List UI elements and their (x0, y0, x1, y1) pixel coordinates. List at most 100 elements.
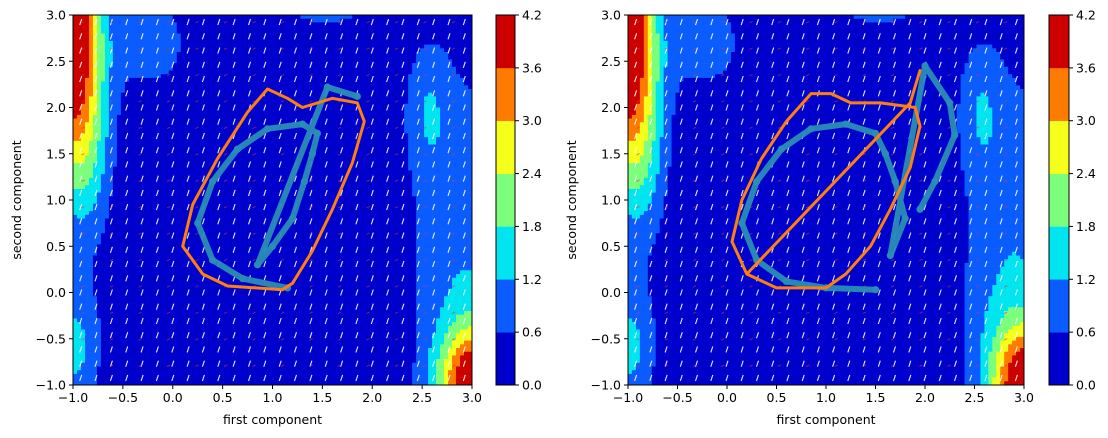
contour-cell (112, 333, 118, 338)
contour-cell (96, 296, 102, 301)
contour-cell (112, 292, 118, 297)
contour-cell (212, 18, 217, 23)
contour-cell (264, 166, 269, 171)
contour-cell (76, 255, 82, 260)
contour-cell (184, 159, 190, 164)
contour-cell (164, 74, 170, 79)
contour-cell (228, 22, 233, 27)
contour-cell (112, 44, 118, 49)
contour-cell (196, 373, 202, 378)
contour-cell (188, 181, 194, 186)
contour-cell (152, 107, 158, 112)
contour-cell (216, 373, 221, 378)
contour-cell (144, 66, 150, 71)
contour-cell (140, 311, 146, 316)
contour-cell (92, 140, 98, 145)
contour-cell (268, 37, 273, 42)
contour-cell (156, 285, 162, 290)
contour-cell (176, 144, 182, 149)
contour-cell (104, 318, 110, 323)
contour-cell (264, 40, 269, 45)
contour-cell (172, 151, 178, 156)
contour-cell (128, 48, 134, 53)
contour-cell (188, 159, 194, 164)
contour-cell (244, 192, 249, 197)
contour-cell (92, 244, 98, 249)
contour-cell (196, 233, 202, 238)
contour-cell (96, 144, 102, 149)
contour-cell (188, 277, 194, 282)
contour-cell (236, 163, 241, 168)
contour-cell (84, 18, 90, 23)
contour-cell (168, 163, 174, 168)
contour-cell (80, 299, 86, 304)
contour-cell (92, 66, 98, 71)
contour-cell (160, 318, 166, 323)
contour-cell (156, 22, 162, 27)
contour-cell (100, 85, 106, 90)
contour-cell (224, 33, 229, 38)
contour-cell (124, 296, 130, 301)
contour-cell (264, 366, 269, 371)
contour-cell (248, 248, 253, 253)
contour-cell (100, 366, 106, 371)
contour-cell (208, 203, 213, 208)
contour-cell (256, 26, 261, 31)
contour-cell (84, 351, 90, 356)
contour-cell (204, 218, 210, 223)
contour-cell (152, 373, 158, 378)
contour-cell (100, 26, 106, 31)
contour-cell (148, 59, 154, 64)
contour-cell (144, 196, 150, 201)
contour-cell (176, 29, 182, 34)
contour-cell (252, 200, 257, 205)
contour-cell (200, 26, 206, 31)
contour-cell (168, 166, 174, 171)
contour-cell (112, 192, 118, 197)
contour-cell (220, 196, 225, 201)
contour-cell (104, 200, 110, 205)
contour-cell (100, 77, 106, 82)
contour-cell (108, 44, 114, 49)
contour-cell (176, 177, 182, 182)
contour-cell (228, 44, 233, 49)
contour-cell (188, 137, 194, 142)
contour-cell (240, 126, 245, 131)
contour-cell (136, 107, 142, 112)
contour-cell (184, 200, 190, 205)
contour-cell (120, 325, 126, 330)
contour-cell (228, 225, 233, 230)
contour-cell (236, 155, 241, 160)
contour-cell (200, 325, 206, 330)
contour-cell (112, 200, 118, 205)
contour-cell (224, 288, 229, 293)
contour-cell (192, 15, 198, 20)
contour-cell (260, 237, 265, 242)
contour-cell (92, 218, 98, 223)
contour-cell (160, 307, 166, 312)
contour-cell (164, 15, 170, 20)
contour-cell (172, 214, 178, 219)
contour-cell (184, 148, 190, 153)
contour-cell (236, 59, 241, 64)
contour-cell (232, 370, 237, 375)
contour-cell (136, 344, 142, 349)
contour-cell (80, 174, 86, 179)
contour-cell (268, 200, 273, 205)
contour-cell (196, 163, 202, 168)
contour-cell (176, 55, 182, 60)
contour-cell (144, 255, 150, 260)
contour-cell (244, 233, 249, 238)
contour-cell (164, 170, 170, 175)
contour-cell (184, 166, 190, 171)
contour-cell (224, 366, 229, 371)
contour-cell (76, 107, 82, 112)
contour-cell (120, 122, 126, 127)
contour-cell (236, 81, 241, 86)
contour-cell (256, 122, 261, 127)
contour-cell (144, 203, 150, 208)
contour-cell (268, 185, 273, 190)
contour-cell (140, 33, 146, 38)
contour-cell (172, 237, 178, 242)
contour-cell (152, 18, 158, 23)
